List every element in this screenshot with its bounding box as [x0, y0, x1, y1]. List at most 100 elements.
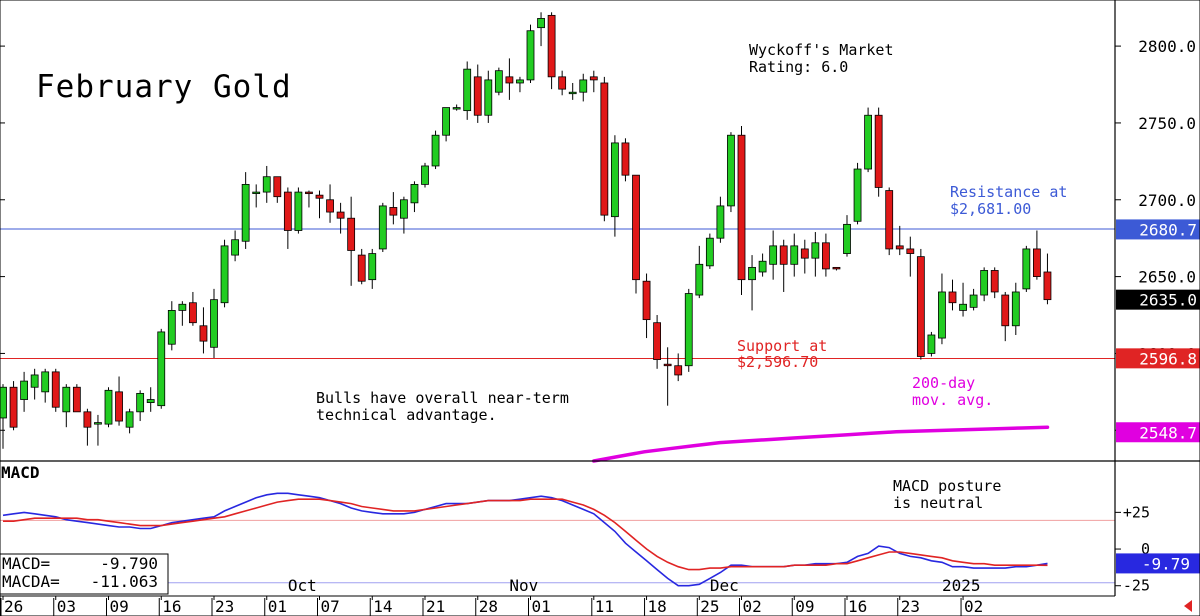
candle-4: [41, 368, 50, 403]
candle-body: [748, 266, 756, 281]
candle-body: [484, 79, 493, 116]
candle-body: [389, 207, 398, 216]
candle-body: [969, 294, 978, 308]
candle-body: [990, 270, 999, 293]
candle-31: [326, 184, 334, 223]
support-label-2: $2,596.70: [737, 353, 818, 371]
candle-12: [125, 408, 134, 434]
candle-body: [642, 280, 651, 321]
price-tag-label: 2635.0: [1139, 291, 1197, 310]
macd-value-tag: [1116, 553, 1200, 574]
candle-body: [136, 392, 145, 413]
date-label: 23: [901, 597, 920, 616]
candle-54: [568, 82, 577, 100]
month-label: 2025: [942, 576, 981, 595]
date-label: 18: [648, 597, 667, 616]
candle-80: [843, 215, 851, 257]
date-label: 01: [268, 597, 287, 616]
candle-32: [336, 202, 345, 234]
candle-body: [410, 183, 419, 204]
candle-body: [579, 79, 588, 93]
price-tick-label: 2700.0: [1138, 191, 1196, 210]
macd-tick-label: +25: [1123, 503, 1150, 521]
date-label: 16: [162, 597, 181, 616]
macda-line: [3, 498, 1048, 571]
candle-body: [357, 254, 366, 282]
candle-83: [874, 107, 883, 197]
price-tag-label: 2680.7: [1139, 220, 1197, 239]
candle-body: [959, 303, 967, 311]
candle-29: [305, 190, 313, 208]
candle-8: [83, 408, 92, 446]
candle-body: [231, 239, 240, 256]
price-tag-label: 2548.7: [1139, 423, 1197, 442]
candle-body: [431, 134, 440, 167]
date-label: 02: [964, 597, 983, 616]
candle-body: [83, 411, 92, 428]
candle-84: [885, 187, 894, 256]
candle-77: [811, 232, 820, 277]
candle-body: [146, 399, 155, 404]
candle-59: [621, 138, 630, 182]
candle-65: [684, 288, 693, 372]
candle-body: [927, 334, 936, 354]
candle-11: [115, 376, 123, 426]
candle-35: [368, 248, 377, 289]
candle-45: [473, 64, 482, 123]
candle-38: [399, 196, 408, 234]
date-label: 02: [743, 597, 762, 616]
candle-body: [378, 205, 387, 250]
month-label: Nov: [509, 576, 538, 595]
candle-body: [347, 217, 356, 251]
candle-body: [822, 242, 830, 270]
candle-42: [442, 107, 451, 142]
candle-body: [399, 199, 408, 219]
candle-24: [252, 184, 261, 208]
macd-lines: [2, 492, 1048, 587]
candle-64: [674, 353, 683, 382]
candle-97: [1022, 245, 1031, 292]
candle-89: [938, 273, 946, 345]
candle-49: [516, 76, 524, 93]
candle-body: [336, 211, 345, 219]
candle-33: [347, 196, 356, 286]
date-label: 28: [479, 597, 498, 616]
candle-body: [220, 245, 229, 304]
annotation-line-2: technical advantage.: [316, 406, 497, 424]
candle-body: [674, 365, 683, 376]
candle-87: [916, 248, 925, 360]
candle-44: [463, 61, 472, 120]
candle-body: [948, 291, 957, 304]
candle-23: [241, 172, 250, 249]
candle-body: [705, 237, 714, 267]
candle-36: [378, 202, 387, 253]
date-label: 21: [426, 597, 445, 616]
candle-93: [980, 267, 989, 302]
candle-94: [990, 267, 999, 299]
candle-15: [157, 328, 166, 409]
candle-body: [494, 70, 503, 93]
macd-line: [2, 492, 1048, 587]
ma-label-1: 200-day: [912, 374, 975, 392]
candle-body: [1043, 271, 1052, 301]
candle-body: [326, 199, 334, 213]
candle-21: [220, 239, 229, 308]
candle-55: [579, 73, 588, 102]
candle-39: [410, 181, 419, 213]
candle-body: [684, 293, 693, 367]
candle-body: [769, 245, 778, 265]
candle-96: [1011, 282, 1020, 335]
candle-51: [537, 12, 545, 47]
candle-body: [663, 363, 672, 367]
candle-62: [653, 315, 661, 369]
price-tag-label: 2596.8: [1139, 349, 1197, 368]
candle-body: [727, 134, 735, 207]
candle-body: [938, 291, 946, 339]
candle-17: [178, 301, 187, 326]
candle-body: [51, 371, 60, 408]
macd-readout-value: -9.790: [100, 554, 158, 573]
candle-body: [779, 245, 788, 265]
candle-body: [473, 76, 482, 116]
candle-76: [800, 239, 809, 274]
